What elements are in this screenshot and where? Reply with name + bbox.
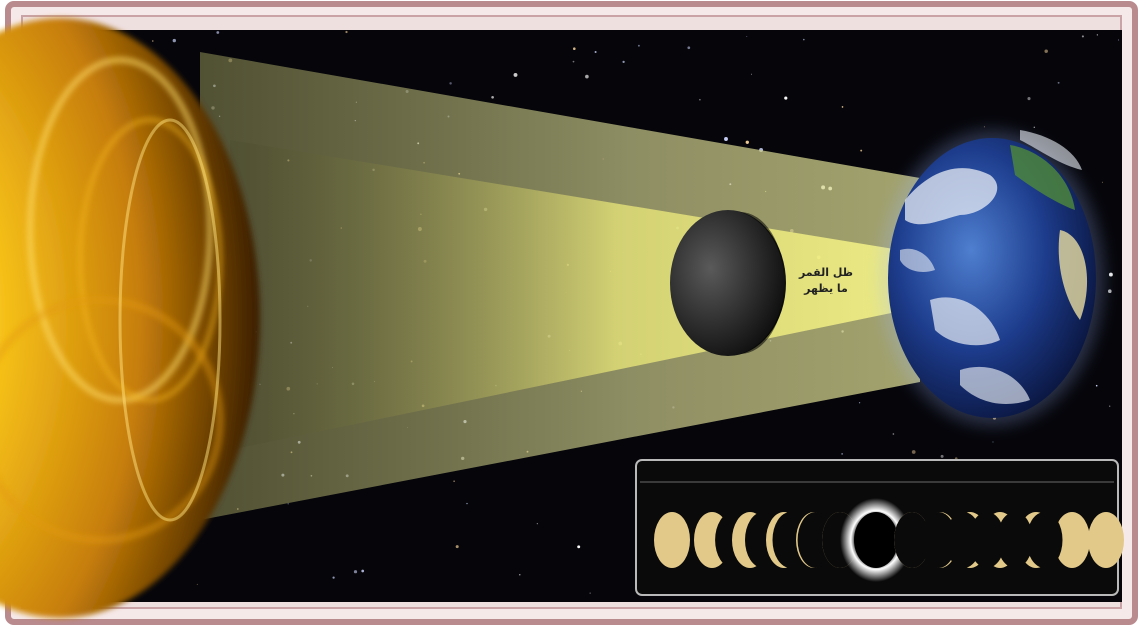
star — [858, 402, 861, 404]
star — [1044, 49, 1048, 53]
star — [536, 523, 538, 525]
eclipse-phases-panel — [635, 459, 1124, 596]
umbra-cone — [230, 140, 930, 450]
star — [453, 480, 455, 482]
eclipse-phase-moon-shadow — [996, 512, 1033, 568]
star — [353, 570, 358, 574]
star — [1101, 181, 1103, 183]
star — [992, 441, 994, 443]
star — [751, 73, 752, 75]
star — [911, 450, 916, 454]
star — [172, 38, 176, 43]
star — [746, 35, 748, 37]
star — [1108, 272, 1113, 277]
star — [491, 95, 494, 99]
star — [1081, 35, 1084, 38]
star — [455, 545, 459, 549]
eclipse-phase-moon-shadow — [1026, 512, 1063, 568]
star — [513, 72, 518, 77]
star — [841, 106, 844, 108]
star — [1027, 97, 1031, 101]
star — [216, 31, 220, 34]
star — [1033, 126, 1036, 128]
total-eclipse-disc — [854, 512, 898, 568]
sun — [0, 18, 260, 618]
star — [585, 74, 589, 79]
star — [1118, 39, 1119, 41]
star — [1057, 81, 1060, 84]
star — [287, 503, 289, 505]
star — [1108, 289, 1112, 294]
star — [519, 574, 521, 576]
star — [803, 38, 805, 41]
star — [573, 47, 576, 50]
star — [589, 592, 591, 594]
star — [1096, 34, 1098, 36]
earth — [880, 130, 1104, 426]
star — [332, 576, 335, 579]
star — [345, 30, 348, 34]
star — [724, 137, 728, 141]
eclipse-phase-moon-shadow — [920, 512, 957, 568]
shadow-label-line1: ظل القمر — [798, 266, 853, 279]
star — [983, 126, 985, 128]
star — [745, 140, 749, 144]
moon — [670, 210, 786, 356]
star — [594, 50, 597, 54]
star — [892, 433, 895, 435]
eclipse-phase-sun — [1088, 512, 1124, 568]
star — [466, 502, 468, 505]
star — [152, 40, 154, 42]
star — [940, 454, 944, 458]
eclipse-phase-sun — [1054, 512, 1090, 568]
star — [860, 149, 863, 152]
star — [699, 98, 701, 101]
star — [196, 583, 198, 585]
shadow-label-line2: ما يظهر — [803, 282, 848, 295]
star — [449, 82, 452, 85]
eclipse-phase-moon-shadow — [969, 512, 1005, 568]
star — [577, 545, 581, 549]
star — [1109, 405, 1111, 407]
eclipse-phase-sun — [654, 512, 690, 568]
star — [687, 46, 691, 50]
star — [784, 96, 788, 100]
star — [637, 44, 640, 47]
star — [1095, 384, 1098, 387]
eclipse-phase-moon-shadow — [894, 512, 930, 568]
star — [841, 453, 843, 455]
star — [622, 60, 625, 64]
star — [572, 60, 575, 63]
star — [361, 569, 365, 573]
